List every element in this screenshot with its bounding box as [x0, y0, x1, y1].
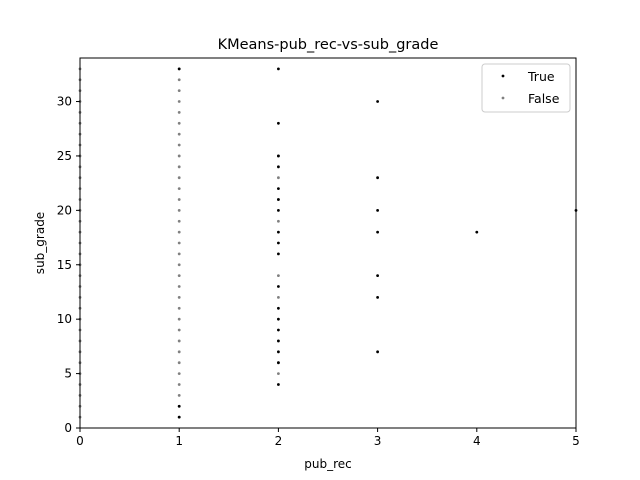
- data-point-true: [277, 241, 280, 245]
- data-point-true: [277, 187, 280, 190]
- data-point-false: [177, 241, 181, 245]
- data-point-true: [277, 252, 280, 256]
- data-point-false: [277, 296, 280, 299]
- data-point-true: [277, 339, 280, 343]
- x-axis-label: pub_rec: [304, 457, 352, 471]
- data-point-false: [177, 285, 181, 288]
- data-point-false: [177, 350, 181, 354]
- data-point-true: [177, 415, 181, 419]
- data-point-false: [177, 372, 181, 375]
- data-point-false: [277, 372, 280, 375]
- data-point-false: [177, 176, 181, 180]
- x-tick-label: 4: [473, 434, 481, 448]
- data-point-true: [177, 67, 181, 71]
- y-tick-label: 25: [57, 149, 72, 163]
- data-point-true: [277, 230, 280, 234]
- data-point-false: [177, 132, 181, 136]
- data-point-false: [177, 317, 181, 321]
- legend: True False: [481, 63, 571, 113]
- data-point-true: [376, 296, 379, 299]
- data-point-true: [277, 121, 280, 125]
- legend-marker-false: [501, 96, 505, 100]
- data-point-true: [376, 274, 379, 278]
- data-point-false: [177, 361, 181, 365]
- data-point-false: [177, 328, 181, 332]
- data-point-true: [277, 154, 280, 158]
- data-point-false: [177, 111, 181, 114]
- data-point-false: [177, 187, 181, 190]
- x-tick-label: 0: [76, 434, 84, 448]
- data-point-true: [277, 198, 280, 201]
- y-axis: 0 5 10 15 20 25 30: [57, 95, 80, 435]
- y-tick-label: 5: [64, 367, 72, 381]
- data-point-false: [177, 274, 181, 278]
- data-point-true: [376, 208, 379, 212]
- legend-label-true: True: [527, 69, 555, 84]
- y-tick-label: 15: [57, 258, 72, 272]
- x-axis: 0 1 2 3 4 5: [76, 428, 580, 448]
- data-point-true: [277, 67, 280, 71]
- data-point-false: [177, 339, 181, 343]
- data-point-true: [277, 208, 280, 212]
- plot-area: [78, 67, 578, 419]
- data-point-false: [177, 230, 181, 234]
- data-point-true: [277, 317, 280, 321]
- data-point-false: [177, 121, 181, 125]
- data-point-false: [177, 306, 181, 310]
- chart-title: KMeans-pub_rec-vs-sub_grade: [218, 37, 439, 53]
- data-point-false: [277, 274, 280, 278]
- data-point-false: [177, 393, 181, 397]
- x-tick-label: 2: [275, 434, 283, 448]
- data-point-false: [177, 263, 181, 267]
- data-point-true: [277, 350, 280, 354]
- data-point-false: [177, 198, 181, 201]
- data-point-true: [277, 361, 280, 365]
- data-point-true: [277, 306, 280, 310]
- data-point-false: [177, 296, 181, 299]
- data-point-false: [177, 143, 181, 147]
- data-point-false: [177, 252, 181, 256]
- data-point-false: [177, 89, 181, 93]
- plot-frame: [79, 57, 577, 429]
- x-tick-label: 3: [374, 434, 382, 448]
- data-point-false: [177, 208, 181, 212]
- data-point-false: [177, 154, 181, 158]
- data-point-true: [376, 176, 379, 180]
- data-point-true: [277, 383, 280, 386]
- legend-marker-true: [501, 74, 505, 78]
- x-tick-label: 5: [572, 434, 580, 448]
- data-point-false: [277, 219, 280, 223]
- y-axis-label: sub_grade: [33, 212, 47, 274]
- y-tick-label: 30: [57, 95, 72, 109]
- data-point-true: [277, 165, 280, 169]
- legend-label-false: False: [528, 91, 560, 106]
- data-point-false: [277, 176, 280, 180]
- data-point-false: [177, 78, 181, 82]
- data-point-false: [177, 165, 181, 169]
- data-point-true: [475, 230, 479, 234]
- data-point-true: [376, 230, 379, 234]
- y-tick-label: 10: [57, 312, 72, 326]
- y-tick-label: 0: [64, 421, 72, 435]
- data-point-true: [177, 404, 181, 408]
- x-tick-label: 1: [175, 434, 183, 448]
- data-point-false: [177, 100, 181, 103]
- data-point-true: [376, 350, 379, 354]
- data-point-false: [177, 383, 181, 386]
- data-point-true: [376, 100, 379, 103]
- data-point-true: [277, 328, 280, 332]
- y-tick-label: 20: [57, 203, 72, 217]
- data-point-false: [177, 219, 181, 223]
- data-point-true: [277, 285, 280, 288]
